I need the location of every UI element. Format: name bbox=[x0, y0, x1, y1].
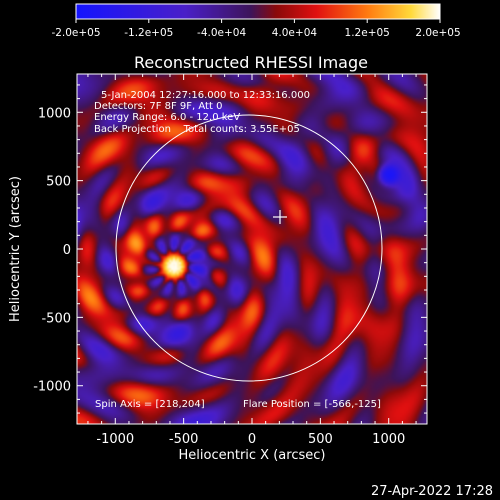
annotation-energy-range: Energy Range: 6.0 - 12.0 keV bbox=[94, 112, 240, 123]
solar-limb bbox=[115, 114, 383, 382]
spin-axis-marker bbox=[273, 210, 287, 224]
y-tick-label: 1000 bbox=[38, 106, 71, 121]
x-tick-label: -500 bbox=[169, 432, 199, 447]
colorbar-tick-label: -2.0e+05 bbox=[51, 27, 100, 39]
axis-ticks bbox=[77, 74, 427, 424]
colorbar-ticks bbox=[75, 19, 441, 23]
x-tick-label: 0 bbox=[248, 432, 256, 447]
colorbar-tick-label: -4.0e+04 bbox=[197, 27, 246, 39]
annotation-time-range: 5-Jan-2004 12:27:16.000 to 12:33:16.000 bbox=[101, 90, 310, 101]
colorbar: -2.0e+05 -1.2e+05 -4.0e+04 4.0e+04 1.2e+… bbox=[51, 3, 461, 39]
y-tick-label: -500 bbox=[41, 311, 71, 326]
annotation-flare-position: Flare Position = [-566,-125] bbox=[243, 399, 381, 410]
colorbar-gradient bbox=[75, 3, 441, 20]
annotation-spin-axis: Spin Axis = [218,204] bbox=[95, 399, 205, 410]
colorbar-tick-label: 4.0e+04 bbox=[272, 27, 318, 39]
y-axis-label: Heliocentric Y (arcsec) bbox=[8, 176, 23, 322]
y-tick-labels: -1000 -500 0 500 1000 bbox=[33, 106, 71, 394]
y-tick-label: 500 bbox=[46, 175, 71, 190]
x-axis-label: Heliocentric X (arcsec) bbox=[179, 448, 326, 463]
y-tick-label: -1000 bbox=[33, 380, 71, 395]
x-tick-label: 500 bbox=[308, 432, 333, 447]
chart-title: Reconstructed RHESSI Image bbox=[134, 53, 368, 72]
annotation-detectors: Detectors: 7F 8F 9F, Att 0 bbox=[94, 101, 222, 112]
plot-area: 5-Jan-2004 12:27:16.000 to 12:33:16.000 … bbox=[76, 73, 428, 425]
annotation-method-counts: Back Projection Total counts: 3.55E+05 bbox=[94, 124, 300, 135]
plot-timestamp: 27-Apr-2022 17:28 bbox=[371, 484, 493, 499]
colorbar-tick-label: -1.2e+05 bbox=[124, 27, 173, 39]
x-tick-label: -1000 bbox=[96, 432, 134, 447]
y-tick-label: 0 bbox=[63, 243, 71, 258]
x-tick-label: 1000 bbox=[372, 432, 405, 447]
x-tick-labels: -1000 -500 0 500 1000 bbox=[96, 432, 405, 447]
colorbar-tick-label: 2.0e+05 bbox=[415, 27, 460, 39]
heatmap-image bbox=[77, 74, 427, 424]
colorbar-tick-label: 1.2e+05 bbox=[345, 27, 390, 39]
